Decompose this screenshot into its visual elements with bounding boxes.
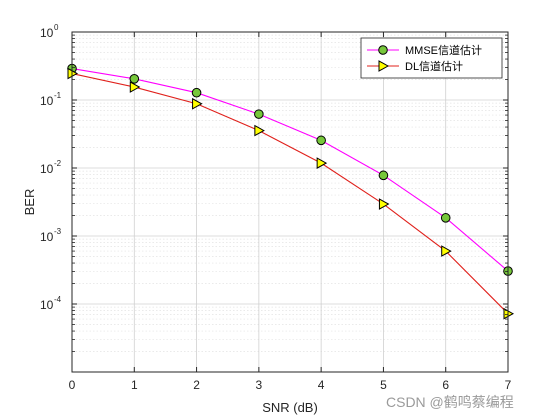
- series-group: [67, 63, 515, 320]
- watermark-text: CSDN @鹤鸣蔡编程: [386, 394, 514, 410]
- y-tick-exponent: -4: [54, 295, 62, 304]
- series-2-point: [129, 81, 141, 93]
- series-1-point: [191, 87, 202, 98]
- series-1-point: [316, 135, 326, 146]
- legend: MMSE信道估计 DL信道估计: [360, 37, 503, 79]
- x-tick-label: 5: [380, 378, 387, 392]
- x-axis-label: SNR (dB): [262, 400, 318, 415]
- y-tick-label: 10: [40, 162, 54, 176]
- series-2-point: [441, 245, 452, 257]
- series-2-point: [378, 198, 390, 210]
- y-tick-label: 10: [40, 298, 54, 312]
- y-tick-label: 10: [40, 94, 54, 108]
- series-line-2: [71, 73, 509, 315]
- series-1-point: [254, 109, 264, 119]
- series-line-1: [71, 68, 509, 272]
- legend-marker: [378, 45, 388, 55]
- y-axis-label: BER: [22, 189, 37, 216]
- y-tick-exponent: -3: [54, 227, 62, 236]
- y-tick-exponent: -1: [54, 91, 62, 100]
- y-tick-exponent: 0: [54, 23, 59, 32]
- series-1-point: [440, 213, 451, 223]
- series-2-point: [254, 124, 265, 137]
- legend-box: [360, 37, 503, 79]
- x-tick-label: 2: [193, 378, 200, 392]
- axes-box: [71, 31, 509, 373]
- x-tick-label: 0: [69, 378, 76, 392]
- y-tick-exponent: -2: [54, 159, 62, 168]
- y-tick-label: 10: [40, 230, 54, 244]
- series-1-point: [378, 170, 389, 181]
- grid: [71, 31, 509, 372]
- x-tick-label: 7: [505, 378, 512, 392]
- legend-marker: [378, 60, 390, 72]
- series-2-point: [316, 157, 328, 169]
- plot-area: [72, 32, 508, 372]
- x-tick-label: 3: [256, 378, 263, 392]
- x-tick-label: 1: [131, 378, 138, 392]
- series-2-point: [192, 97, 203, 110]
- legend-entry-label: DL信道估计: [405, 59, 463, 73]
- y-tick-label: 10: [40, 26, 54, 40]
- x-tick-label: 4: [318, 378, 325, 392]
- x-tick-label: 6: [442, 378, 449, 392]
- series-1-point: [129, 74, 140, 84]
- legend-entry-label: MMSE信道估计: [405, 43, 482, 57]
- ticks: 10 010 -110 -210 -310 -40 1 2 3 4 5 6 7: [40, 23, 512, 392]
